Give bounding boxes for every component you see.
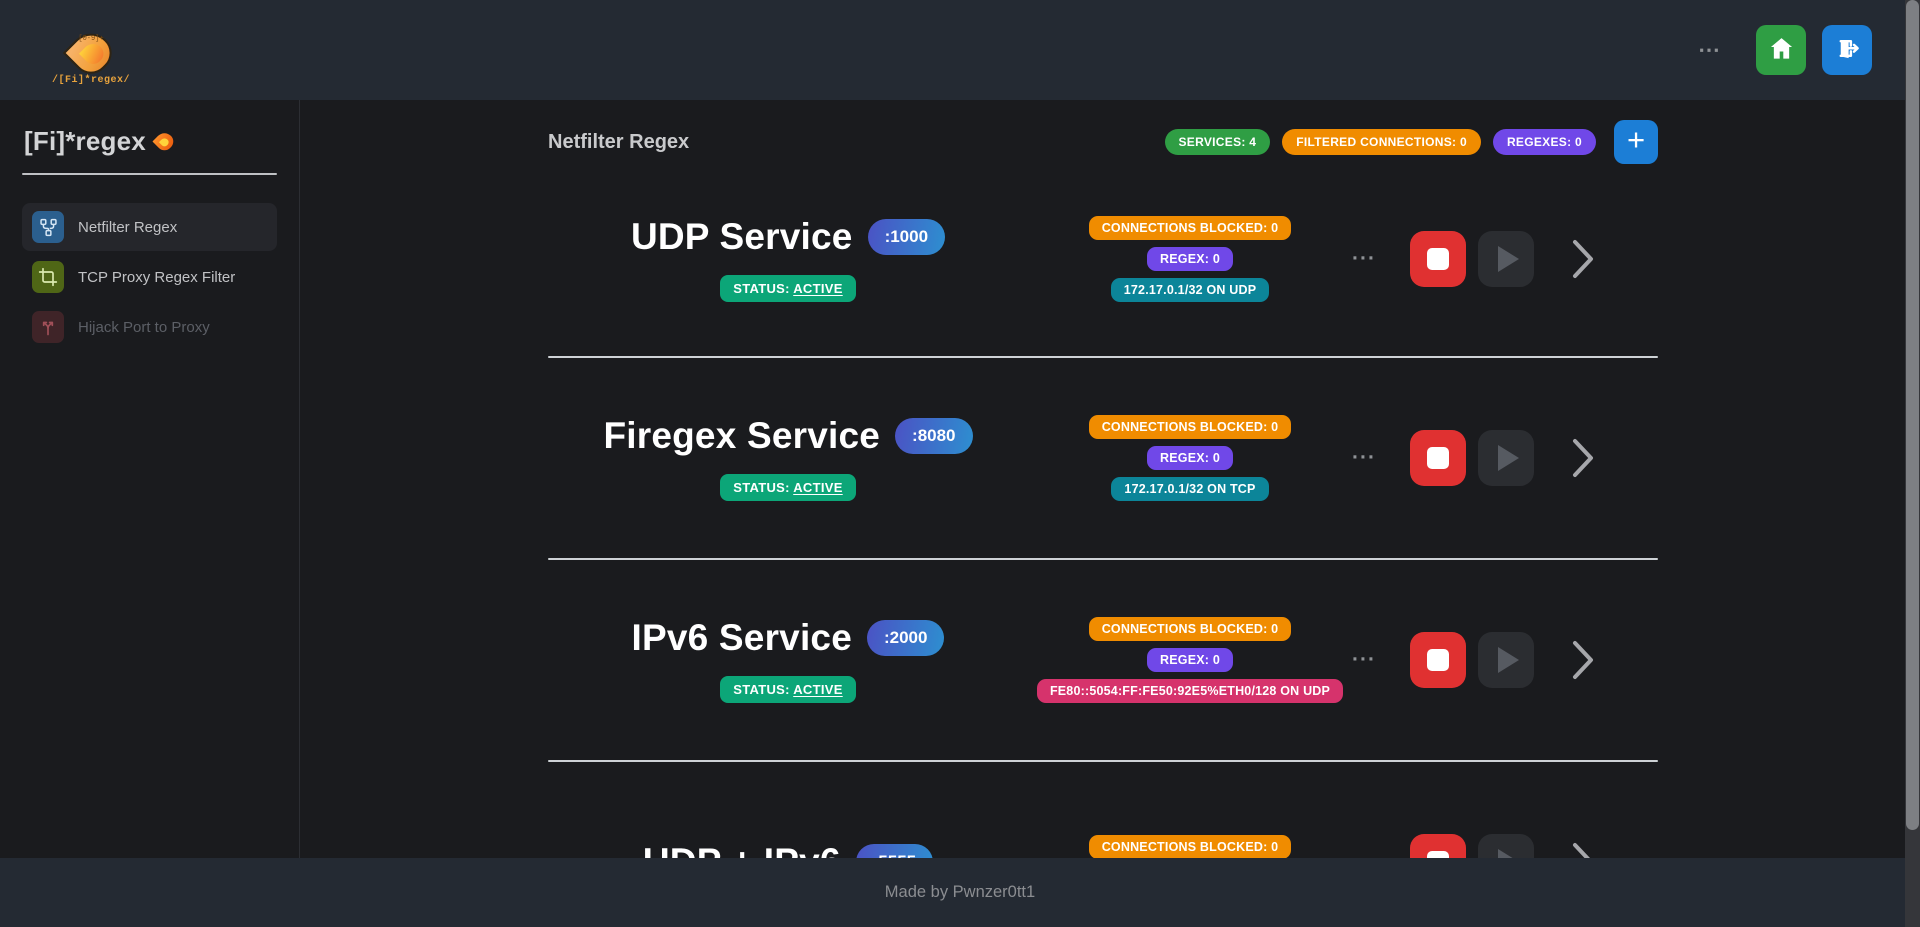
footer-credit: Made by Pwnzer0tt1 <box>884 883 1036 901</box>
home-button[interactable] <box>1756 25 1806 75</box>
page-header: Netfilter Regex SERVICES: 4 FILTERED CON… <box>548 120 1658 164</box>
connections-blocked-badge: CONNECTIONS BLOCKED: 0 <box>1088 216 1292 240</box>
stop-service-button[interactable] <box>1410 231 1466 287</box>
play-icon <box>1498 246 1519 272</box>
sidebar-item-label: Netfilter Regex <box>78 218 178 236</box>
add-service-button[interactable]: + <box>1614 120 1658 164</box>
service-status-badge: STATUS: ACTIVE <box>720 676 856 703</box>
sidebar-item-hijack-port-to-proxy[interactable]: Hijack Port to Proxy <box>22 303 277 351</box>
flame-logo-icon: [0-9]+ <box>62 15 120 81</box>
service-name: UDP Service <box>630 216 853 257</box>
divider <box>548 558 1658 560</box>
vertical-scrollbar[interactable] <box>1905 0 1920 927</box>
logout-button[interactable] <box>1822 25 1872 75</box>
play-icon <box>1498 647 1519 673</box>
logo-caption: /[Fi]*regex/ <box>52 74 131 86</box>
connections-blocked-badge: CONNECTIONS BLOCKED: 0 <box>1088 415 1292 439</box>
service-address-badge: FE80::5054:FF:FE50:92E5%ETH0/128 ON UDP <box>1036 679 1344 703</box>
sidebar-divider <box>22 173 277 175</box>
services-count-badge: SERVICES: 4 <box>1164 129 1271 155</box>
firegex-logo[interactable]: [0-9]+ /[Fi]*regex/ <box>52 15 130 86</box>
status-value: ACTIVE <box>793 281 843 296</box>
topbar-actions: ⋯ <box>1698 25 1886 75</box>
regex-count-badge: REGEX: 0 <box>1147 446 1233 470</box>
connections-blocked-badge: CONNECTIONS BLOCKED: 0 <box>1088 834 1292 859</box>
stop-service-button[interactable] <box>1410 632 1466 688</box>
status-value: ACTIVE <box>793 480 843 495</box>
service-card-firegex-service: Firegex Service :8080 STATUS: ACTIVE CON… <box>548 358 1658 558</box>
regex-count-badge: REGEX: 0 <box>1147 648 1233 672</box>
service-name: Firegex Service <box>603 415 881 456</box>
sidebar-item-label: TCP Proxy Regex Filter <box>78 268 236 286</box>
page-title: Netfilter Regex <box>548 130 690 153</box>
sidebar: [Fi]*regex Netfilter Regex <box>0 100 300 927</box>
status-value: ACTIVE <box>793 682 843 697</box>
sidebar-title-text: [Fi]*regex <box>24 126 146 156</box>
service-card-udp-service: UDP Service :1000 STATUS: ACTIVE CONNECT… <box>548 162 1658 356</box>
connections-blocked-badge: CONNECTIONS BLOCKED: 0 <box>1088 617 1292 641</box>
page-stats: SERVICES: 4 FILTERED CONNECTIONS: 0 REGE… <box>1164 120 1658 164</box>
main-area: Netfilter Regex SERVICES: 4 FILTERED CON… <box>301 100 1905 927</box>
start-service-button[interactable] <box>1478 632 1534 688</box>
scrollbar-thumb[interactable] <box>1906 0 1919 830</box>
play-icon <box>1498 445 1519 471</box>
flame-regex-text: [0-9]+ <box>78 34 104 43</box>
network-fork-icon <box>32 211 64 243</box>
footer: Made by Pwnzer0tt1 <box>0 858 1920 927</box>
service-address-badge: 172.17.0.1/32 ON UDP <box>1110 278 1270 302</box>
stop-service-button[interactable] <box>1410 430 1466 486</box>
flame-icon <box>152 129 177 154</box>
service-port-badge[interactable]: :8080 <box>895 418 973 454</box>
topbar-menu-dots-icon[interactable]: ⋯ <box>1698 37 1722 62</box>
start-service-button[interactable] <box>1478 231 1534 287</box>
service-menu-dots[interactable]: ··· <box>1352 446 1376 469</box>
service-details-chevron[interactable] <box>1570 235 1596 283</box>
logout-door-icon <box>1834 35 1861 65</box>
stop-icon <box>1427 649 1449 671</box>
service-name: IPv6 Service <box>631 617 852 658</box>
sidebar-item-tcp-proxy-regex-filter[interactable]: TCP Proxy Regex Filter <box>22 253 277 301</box>
service-port-badge[interactable]: :2000 <box>866 620 945 656</box>
divider <box>548 760 1658 762</box>
service-status-badge: STATUS: ACTIVE <box>720 474 856 501</box>
service-details-chevron[interactable] <box>1570 434 1596 482</box>
regexes-count-badge: REGEXES: 0 <box>1492 129 1596 155</box>
divider <box>548 356 1658 358</box>
top-bar: [0-9]+ /[Fi]*regex/ ⋯ <box>0 0 1920 100</box>
stop-icon <box>1427 447 1449 469</box>
regex-count-badge: REGEX: 0 <box>1147 247 1233 271</box>
service-details-chevron[interactable] <box>1570 636 1596 684</box>
sidebar-item-netfilter-regex[interactable]: Netfilter Regex <box>22 203 277 251</box>
crop-icon <box>32 261 64 293</box>
sidebar-item-label: Hijack Port to Proxy <box>78 318 210 336</box>
service-status-badge: STATUS: ACTIVE <box>720 275 856 302</box>
stop-icon <box>1427 248 1449 270</box>
filtered-connections-badge: FILTERED CONNECTIONS: 0 <box>1282 129 1481 155</box>
service-card-ipv6-service: IPv6 Service :2000 STATUS: ACTIVE CONNEC… <box>548 560 1658 760</box>
service-menu-dots[interactable]: ··· <box>1352 648 1376 671</box>
service-menu-dots[interactable]: ··· <box>1352 247 1376 270</box>
service-address-badge: 172.17.0.1/32 ON TCP <box>1111 477 1269 501</box>
service-port-badge[interactable]: :1000 <box>867 219 946 255</box>
home-icon <box>1768 35 1795 65</box>
start-service-button[interactable] <box>1478 430 1534 486</box>
split-arrows-icon <box>32 311 64 343</box>
sidebar-title: [Fi]*regex <box>22 118 277 157</box>
